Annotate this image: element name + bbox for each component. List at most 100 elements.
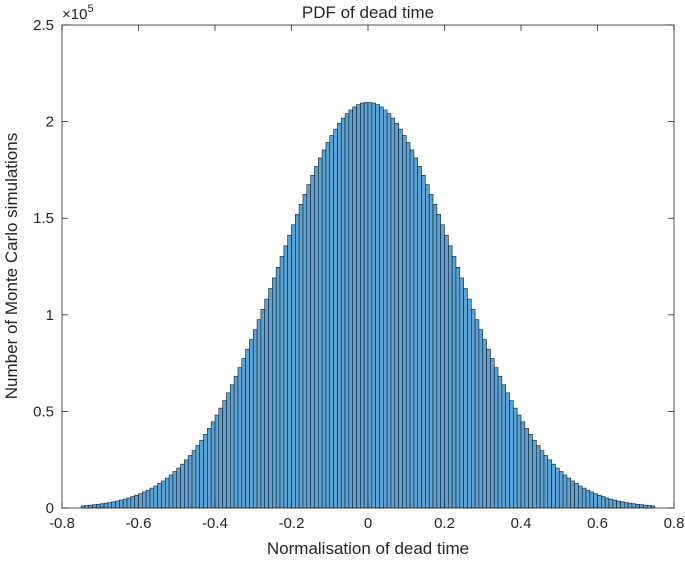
bar [459,277,464,509]
bar [566,477,572,509]
bar [432,203,438,509]
bar [417,166,422,509]
bar [340,117,346,509]
x-tick-label: -0.2 [279,515,305,532]
bar [107,502,113,509]
bar [214,414,220,509]
x-tick-label: -0.8 [49,515,75,532]
bar [562,474,568,509]
bar [639,504,644,509]
bar [616,500,621,509]
bar [574,483,579,509]
y-multiplier: ×105 [62,3,94,23]
bar [317,157,323,509]
y-axis-label: Number of Monte Carlo simulations [2,133,21,399]
bar [241,358,246,509]
y-tick-label: 2 [46,114,54,131]
bar [543,455,549,509]
bar [635,504,640,509]
bar [620,501,625,509]
bar [279,256,285,509]
bar [203,434,208,509]
x-tick-label: -0.6 [126,515,152,532]
bar [111,501,116,509]
bar [578,485,583,509]
bar [122,498,128,509]
bar [260,309,266,509]
bar [532,439,537,509]
bar [425,184,430,509]
bar [272,277,277,509]
x-tick-label: 0 [364,515,372,532]
y-tick-label: 0.5 [33,403,54,420]
bar [428,193,434,509]
bar [608,498,614,509]
bar [367,102,373,509]
bar [581,487,587,509]
y-tick-label: 1.5 [33,210,54,227]
bar [382,109,388,509]
bar [119,499,124,509]
bar [157,483,162,509]
bar [291,224,296,509]
bar [455,266,461,509]
bar [627,502,633,509]
bar [520,421,526,509]
bar [535,445,541,509]
bar [405,142,411,509]
bar [440,224,445,509]
bar [585,489,591,509]
bar [352,106,357,509]
bar [356,104,361,509]
bar [92,504,97,509]
bar [283,245,288,509]
bar [191,450,197,509]
bar [184,459,189,509]
bar [463,288,468,509]
bar [394,123,399,509]
bar [482,339,487,509]
bar [497,375,503,509]
bar [409,149,415,509]
bar [302,193,308,509]
bar [623,502,629,509]
bar [421,175,426,509]
bar [329,135,334,509]
bar [268,288,273,509]
bar [245,348,250,509]
bar [199,439,204,509]
bar [375,104,380,509]
bar [149,487,155,509]
bar [612,499,617,509]
bar [516,414,522,509]
y-multiplier-exponent: 5 [87,3,93,15]
bar [570,480,575,509]
bar [145,489,151,509]
bar [524,428,529,509]
bar [509,400,514,509]
bar [306,184,311,509]
chart-title: PDF of dead time [302,3,434,22]
bar [172,471,178,509]
x-tick-label: 0.6 [587,515,608,532]
bar [551,463,556,509]
bar [467,298,472,509]
bar [275,266,281,509]
bar [222,400,227,509]
bar [490,358,495,509]
bar [333,128,338,509]
bar [180,463,185,509]
bar [287,234,292,509]
bar [88,504,93,509]
bar [643,504,648,509]
bar [470,309,476,509]
x-tick-label: -0.4 [202,515,228,532]
y-tick-label: 0 [46,500,54,517]
bar [176,467,181,509]
bar [195,445,201,509]
bar [360,102,365,509]
bar [398,128,403,509]
bar [547,459,552,509]
bar [115,500,120,509]
